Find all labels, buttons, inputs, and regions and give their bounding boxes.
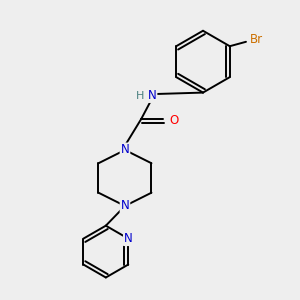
Text: O: O: [169, 114, 178, 127]
Text: Br: Br: [250, 33, 263, 46]
Text: N: N: [121, 200, 129, 212]
Text: N: N: [121, 143, 129, 157]
Text: N: N: [148, 89, 156, 102]
Text: N: N: [124, 232, 133, 245]
Text: H: H: [136, 91, 145, 100]
